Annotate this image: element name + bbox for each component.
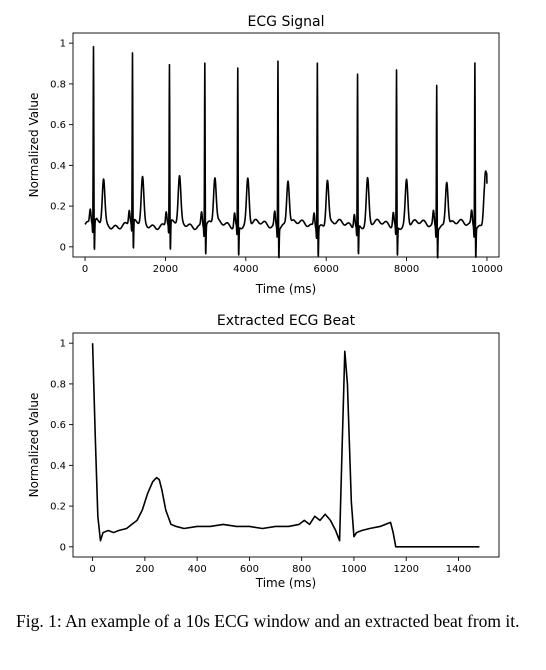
x-tick-label: 600 — [240, 564, 259, 575]
ecg-signal-chart: ECG Signal 0 2000 4000 6000 8000 10000 0 0.2 0.4 0… — [27, 14, 503, 296]
chart-title: ECG Signal — [248, 14, 325, 30]
x-axis-label: Time (ms) — [255, 576, 317, 590]
y-tick-label: 0.4 — [50, 461, 66, 472]
y-tick-label: 0.8 — [50, 79, 66, 90]
y-tick-label: 0.6 — [50, 120, 66, 131]
x-tick-label: 0 — [82, 264, 88, 275]
x-tick-label: 2000 — [153, 264, 178, 275]
figure-caption: Fig. 1: An example of a 10s ECG window a… — [16, 611, 520, 631]
x-tick-label: 8000 — [394, 264, 419, 275]
y-axis-label: Normalized Value — [27, 393, 41, 498]
series-line — [91, 343, 480, 548]
x-tick-label: 1400 — [446, 564, 471, 575]
extracted-beat-chart: Extracted ECG Beat 0 200 400 600 800 1000 1200 1… — [27, 313, 500, 590]
x-tick-label: 1000 — [341, 564, 366, 575]
y-tick-label: 0.6 — [50, 420, 66, 431]
x-tick-label: 200 — [135, 564, 154, 575]
y-tick-label: 0.4 — [50, 161, 66, 172]
x-tick-label: 4000 — [233, 264, 258, 275]
y-tick-label: 0.2 — [50, 502, 66, 513]
series-line — [84, 45, 488, 259]
y-axis-label: Normalized Value — [27, 93, 41, 198]
chart-title: Extracted ECG Beat — [217, 313, 356, 329]
y-tick-label: 0.2 — [50, 202, 66, 213]
x-tick-label: 1200 — [393, 564, 418, 575]
plot-frame — [72, 32, 500, 258]
x-tick-label: 0 — [89, 564, 95, 575]
x-tick-label: 400 — [188, 564, 207, 575]
y-tick-label: 1 — [60, 39, 66, 50]
x-tick-label: 10000 — [471, 264, 503, 275]
y-tick-label: 0 — [60, 242, 66, 253]
y-tick-label: 0.8 — [50, 379, 66, 390]
x-tick-label: 800 — [292, 564, 311, 575]
y-tick-label: 0 — [60, 542, 66, 553]
plot-frame — [72, 332, 500, 558]
y-tick-label: 1 — [60, 339, 66, 350]
x-axis-label: Time (ms) — [255, 282, 317, 296]
x-tick-label: 6000 — [313, 264, 338, 275]
